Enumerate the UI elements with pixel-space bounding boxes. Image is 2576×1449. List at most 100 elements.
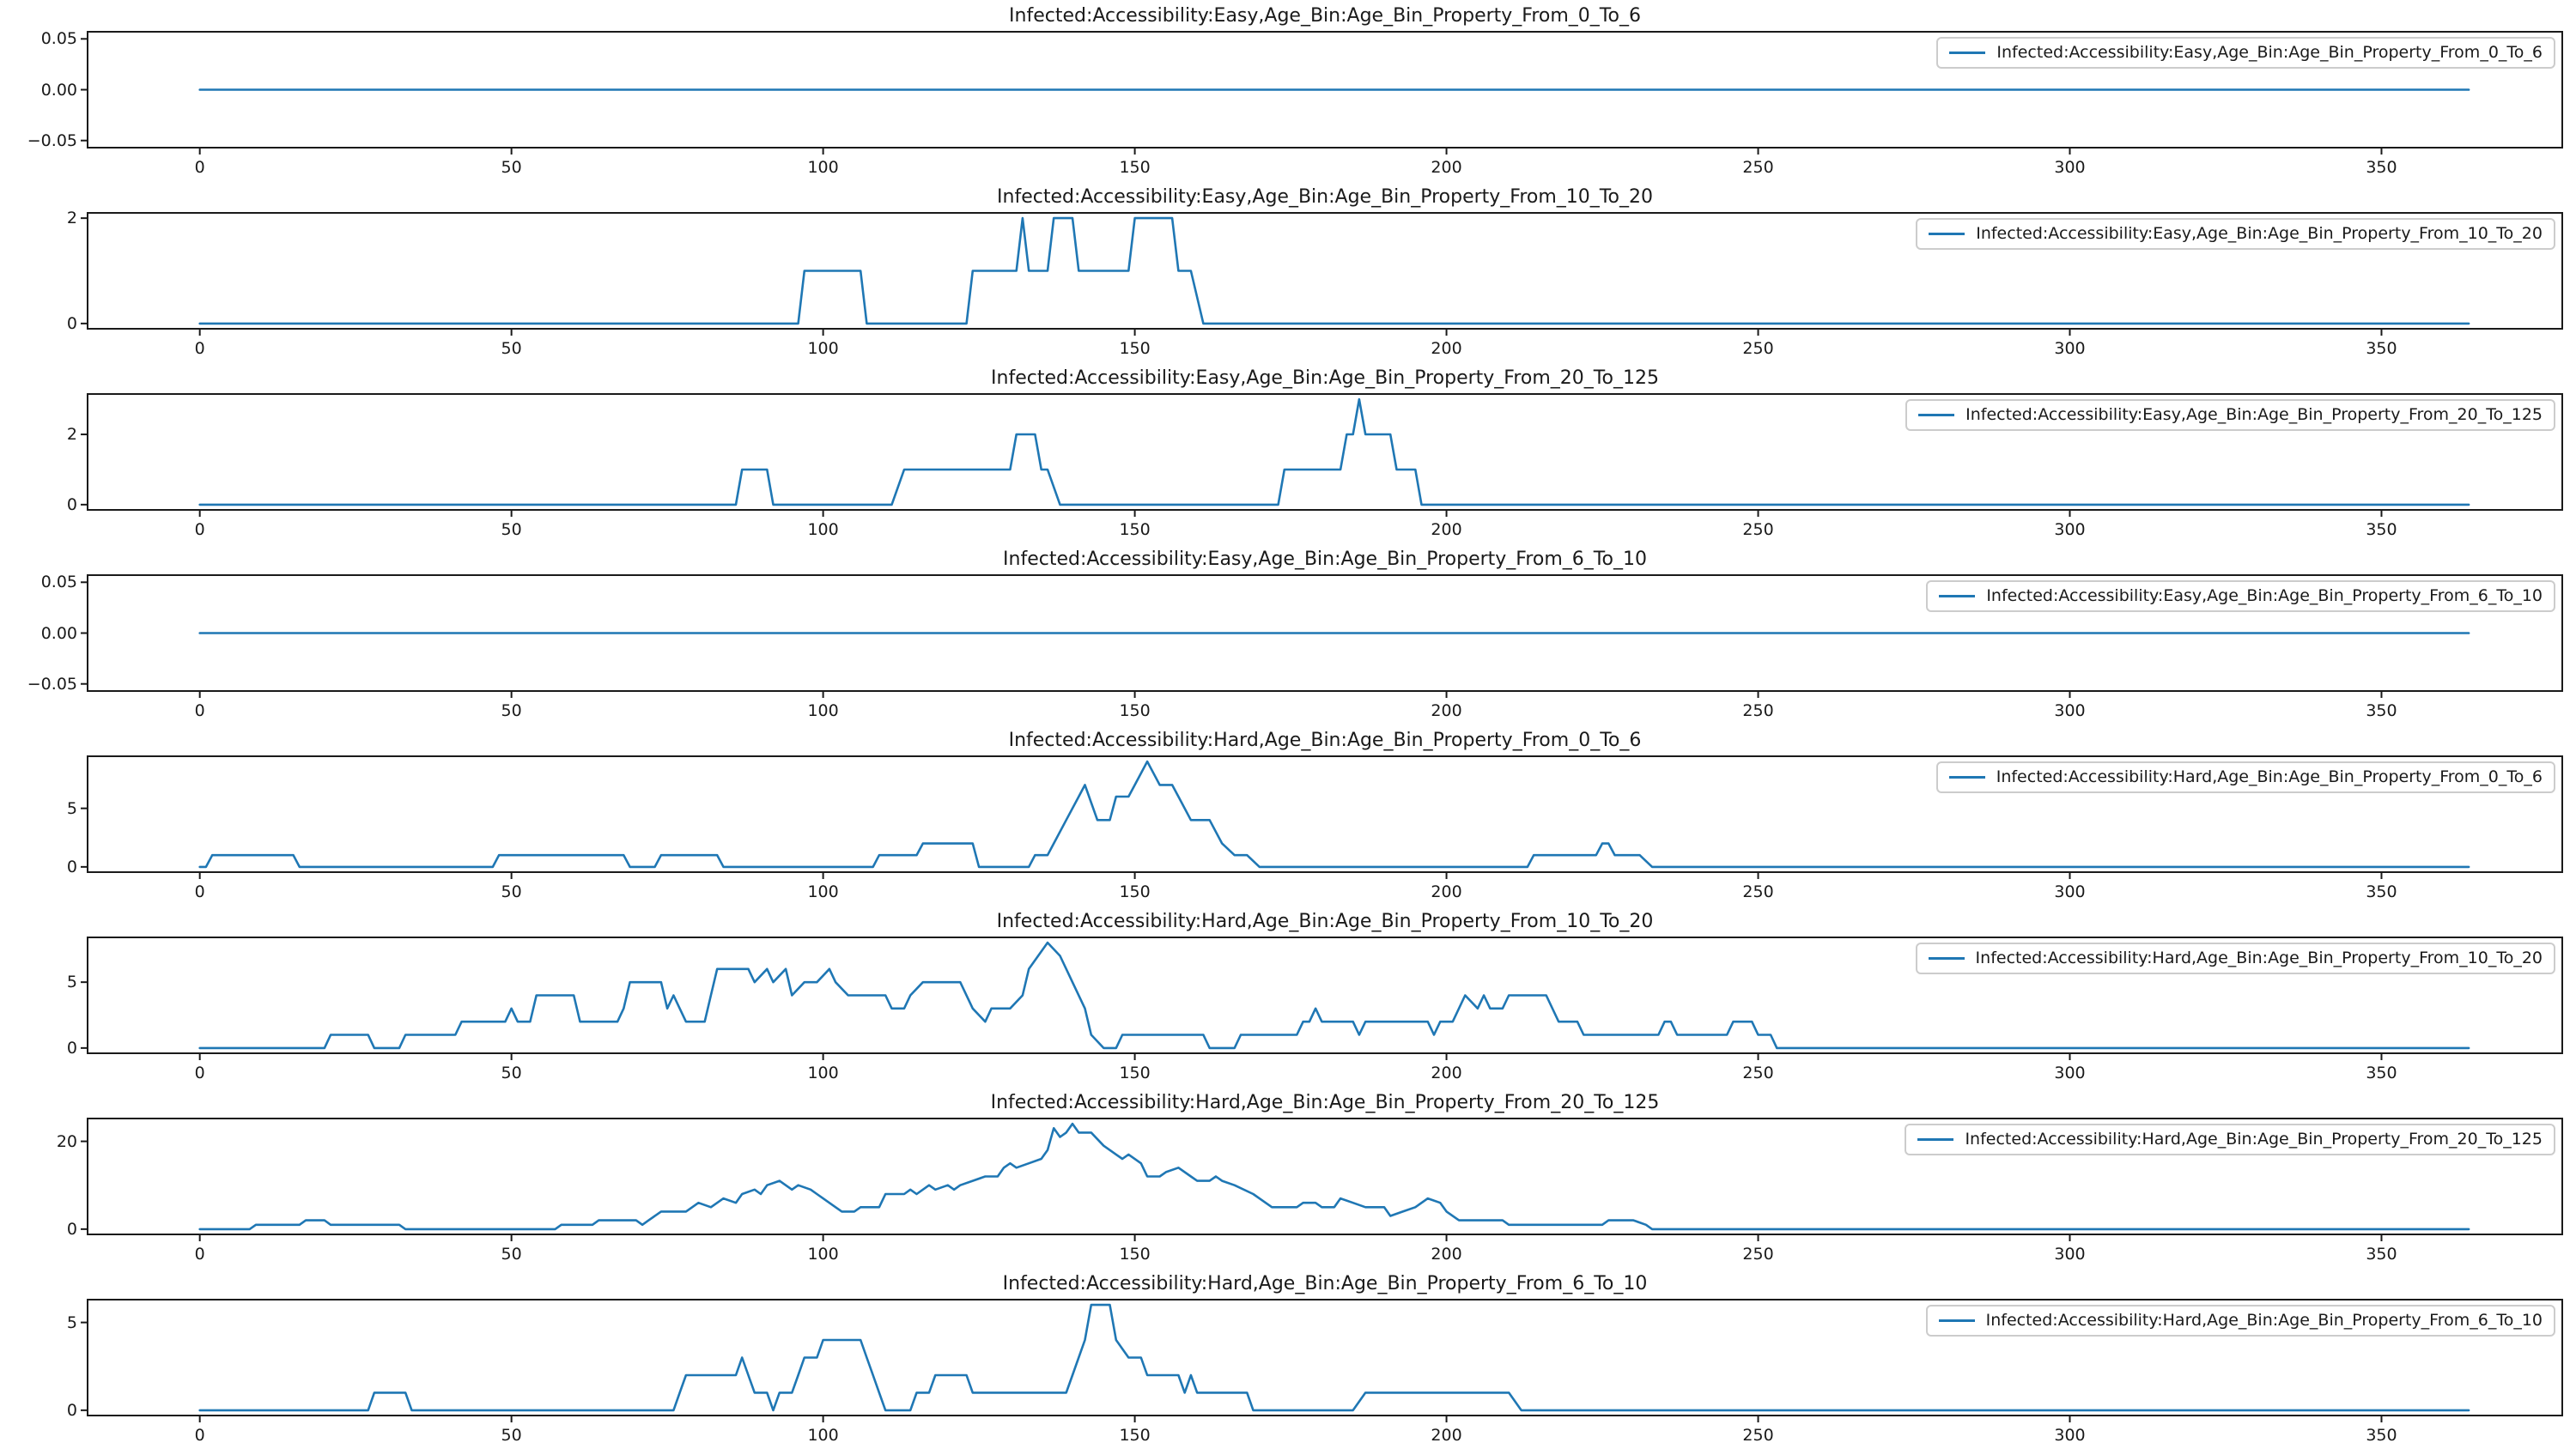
subplot: Infected:Accessibility:Easy,Age_Bin:Age_… [0,543,2576,724]
x-tick-label: 300 [2054,520,2086,539]
x-tick-label: 50 [501,1064,522,1082]
axes-frame [87,937,2563,1054]
x-tick-label: 150 [1119,158,1151,177]
legend-label: Infected:Accessibility:Easy,Age_Bin:Age_… [1996,43,2543,62]
x-tick-label: 200 [1431,520,1462,539]
y-tick-label: 0 [66,313,77,333]
x-tick-label: 250 [1742,1064,1774,1082]
x-tick-label: 200 [1431,158,1462,177]
x-tick-label: 200 [1431,1245,1462,1264]
x-tick-label: 200 [1431,701,1462,720]
axes-canvas [81,212,2563,336]
x-tick-label: 0 [194,339,205,358]
series-line [198,941,2470,1050]
chart-title: Infected:Accessibility:Easy,Age_Bin:Age_… [991,367,1659,389]
legend-line-sample [1939,594,1976,597]
x-tick-label: 200 [1431,1064,1462,1082]
axes-canvas [81,755,2563,879]
x-tick-label: 100 [807,158,839,177]
x-tick-label: 350 [2366,1064,2397,1082]
x-tick-label: 200 [1431,339,1462,358]
y-tick-label: 5 [66,1313,77,1332]
x-tick-label: 250 [1742,339,1774,358]
x-tick-label: 0 [194,158,205,177]
chart-title: Infected:Accessibility:Easy,Age_Bin:Age_… [1003,549,1647,570]
axes-canvas [81,1299,2563,1422]
series-line [198,1303,2470,1412]
y-tick-label: 0.05 [40,29,77,49]
legend: Infected:Accessibility:Hard,Age_Bin:Age_… [1935,761,2555,793]
x-tick-label: 250 [1742,1245,1774,1264]
y-tick-label: 0.00 [40,623,77,643]
x-tick-label: 350 [2366,158,2397,177]
x-tick-label: 150 [1119,882,1151,901]
x-tick-label: 350 [2366,882,2397,901]
x-tick-label: 350 [2366,1245,2397,1264]
x-tick-label: 250 [1742,701,1774,720]
axes-frame [87,755,2563,873]
x-tick-label: 0 [194,882,205,901]
subplot: Infected:Accessibility:Hard,Age_Bin:Age_… [0,906,2576,1087]
x-tick-label: 300 [2054,1245,2086,1264]
x-tick-label: 350 [2366,701,2397,720]
legend: Infected:Accessibility:Hard,Age_Bin:Age_… [1925,1305,2555,1337]
x-tick-label: 200 [1431,882,1462,901]
legend-line-sample [1948,775,1985,779]
legend: Infected:Accessibility:Easy,Age_Bin:Age_… [1936,37,2555,69]
chart-title: Infected:Accessibility:Hard,Age_Bin:Age_… [990,1092,1660,1113]
legend-line-sample [1918,413,1955,416]
x-tick-label: 150 [1119,1064,1151,1082]
x-tick-label: 0 [194,1245,205,1264]
legend-line-sample [1949,51,1986,54]
x-tick-label: 50 [501,339,522,358]
x-tick-label: 150 [1119,701,1151,720]
x-tick-label: 50 [501,158,522,177]
x-tick-label: 100 [807,1245,839,1264]
legend: Infected:Accessibility:Hard,Age_Bin:Age_… [1915,943,2555,974]
legend: Infected:Accessibility:Easy,Age_Bin:Age_… [1926,580,2555,612]
chart-title: Infected:Accessibility:Easy,Age_Bin:Age_… [997,186,1653,208]
x-tick-label: 200 [1431,1426,1462,1445]
axes-canvas [81,1118,2563,1241]
x-tick-label: 250 [1742,520,1774,539]
x-tick-label: 0 [194,520,205,539]
x-tick-label: 250 [1742,158,1774,177]
x-tick-label: 50 [501,701,522,720]
x-tick-label: 100 [807,520,839,539]
y-tick-label: 0.00 [40,80,77,100]
y-tick-label: −0.05 [27,130,77,150]
x-tick-label: 100 [807,1064,839,1082]
series-line [198,760,2470,869]
series-line [198,1122,2470,1231]
subplot: Infected:Accessibility:Hard,Age_Bin:Age_… [0,724,2576,906]
axes-frame [87,1118,2563,1235]
legend-label: Infected:Accessibility:Easy,Age_Bin:Age_… [1965,405,2543,424]
x-tick-label: 50 [501,882,522,901]
y-tick-label: 0 [66,1038,77,1058]
x-tick-label: 100 [807,1426,839,1445]
series-line [198,216,2470,325]
x-tick-label: 150 [1119,520,1151,539]
x-tick-label: 50 [501,1426,522,1445]
chart-title: Infected:Accessibility:Hard,Age_Bin:Age_… [1008,730,1642,751]
x-tick-label: 0 [194,1426,205,1445]
legend: Infected:Accessibility:Easy,Age_Bin:Age_… [1916,218,2555,250]
y-tick-label: 0 [66,494,77,514]
chart-title: Infected:Accessibility:Hard,Age_Bin:Age_… [996,911,1654,932]
x-tick-label: 300 [2054,701,2086,720]
x-tick-label: 50 [501,1245,522,1264]
axes-canvas [81,31,2563,155]
series-line [198,397,2470,506]
x-tick-label: 150 [1119,1426,1151,1445]
x-tick-label: 250 [1742,1426,1774,1445]
legend-line-sample [1928,956,1965,960]
x-tick-label: 350 [2366,339,2397,358]
legend-line-sample [1938,1319,1975,1322]
y-tick-label: 0 [66,1219,77,1239]
y-tick-label: 2 [66,209,77,228]
legend-label: Infected:Accessibility:Hard,Age_Bin:Age_… [1996,767,2543,786]
legend-label: Infected:Accessibility:Easy,Age_Bin:Age_… [1976,224,2543,243]
chart-title: Infected:Accessibility:Easy,Age_Bin:Age_… [1009,5,1641,27]
x-tick-label: 300 [2054,882,2086,901]
x-tick-label: 250 [1742,882,1774,901]
